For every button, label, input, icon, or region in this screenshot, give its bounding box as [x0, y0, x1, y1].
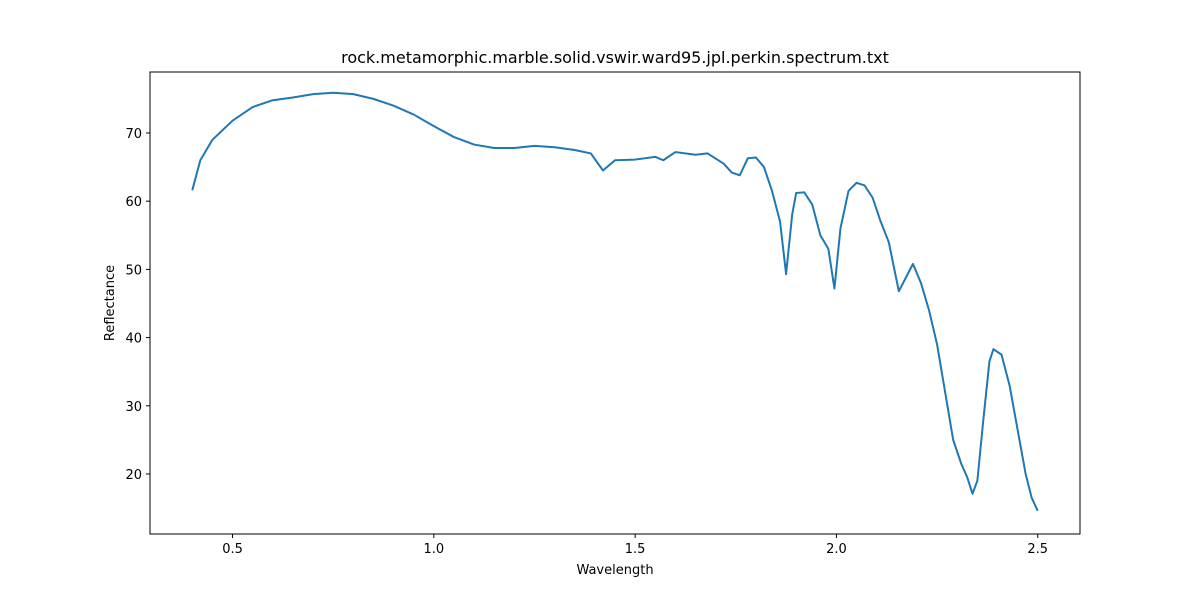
y-axis-label: Reflectance — [103, 265, 118, 341]
data-line — [191, 91, 1039, 512]
y-tick-label: 30 — [125, 400, 142, 415]
x-tick-label: 2.0 — [826, 542, 847, 557]
y-tick-label: 60 — [125, 195, 142, 210]
x-axis-label: Wavelength — [576, 563, 653, 578]
y-tick-label: 40 — [125, 332, 142, 347]
x-tick-label: 1.0 — [423, 542, 444, 557]
x-tick-label: 0.5 — [222, 542, 243, 557]
y-tick-label: 20 — [125, 468, 142, 483]
plot-frame — [149, 71, 1081, 535]
y-tick-label: 50 — [125, 263, 142, 278]
y-tick-label: 70 — [125, 127, 142, 142]
x-tick-label: 2.5 — [1027, 542, 1048, 557]
x-tick-label: 1.5 — [625, 542, 646, 557]
chart-title: rock.metamorphic.marble.solid.vswir.ward… — [341, 48, 889, 67]
